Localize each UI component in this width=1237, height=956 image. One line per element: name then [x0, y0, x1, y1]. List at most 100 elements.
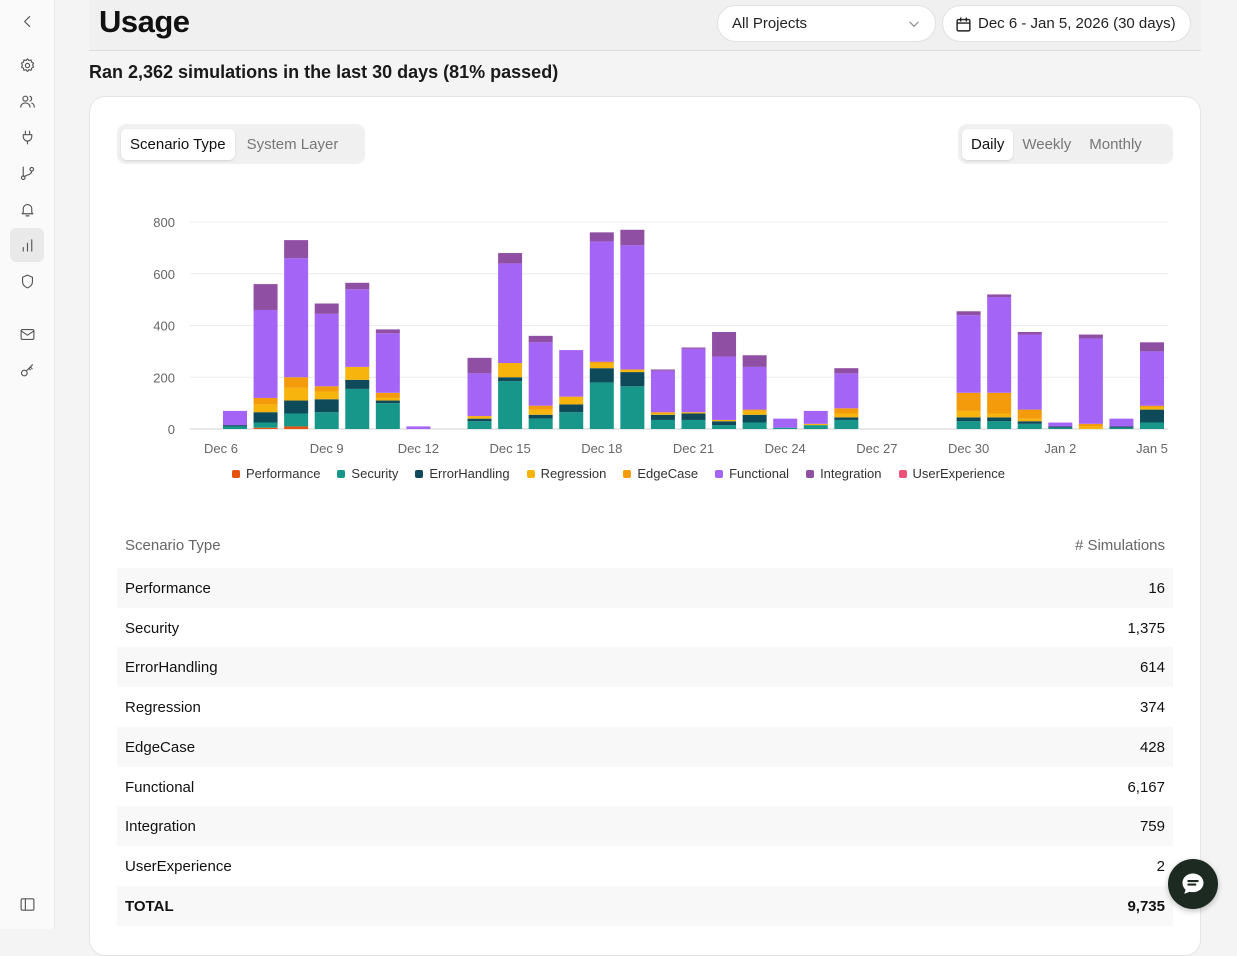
legend-item[interactable]: Regression: [526, 466, 606, 481]
bar-segment-functional[interactable]: [406, 426, 431, 429]
bar-segment-integration[interactable]: [712, 331, 737, 357]
bar-segment-edgecase[interactable]: [314, 386, 339, 392]
sidebar-item-notifications[interactable]: [10, 192, 44, 226]
bar-segment-security[interactable]: [773, 427, 798, 429]
bar-segment-edgecase[interactable]: [834, 408, 859, 414]
bar-segment-security[interactable]: [650, 419, 675, 429]
bar-segment-security[interactable]: [467, 421, 492, 429]
bar-segment-functional[interactable]: [253, 309, 278, 398]
sidebar-item-usage[interactable]: [10, 228, 44, 262]
bar-segment-functional[interactable]: [467, 373, 492, 417]
collapse-button[interactable]: [10, 4, 44, 38]
bar-segment-security[interactable]: [314, 412, 339, 429]
legend-item[interactable]: ErrorHandling: [415, 466, 510, 481]
sidebar-item-security[interactable]: [10, 264, 44, 298]
bar-segment-errorhandling[interactable]: [834, 417, 859, 420]
legend-item[interactable]: EdgeCase: [623, 466, 698, 481]
legend-item[interactable]: Performance: [232, 466, 320, 481]
bar-segment-regression[interactable]: [467, 416, 492, 419]
bar-segment-security[interactable]: [589, 382, 614, 429]
bar-segment-functional[interactable]: [620, 245, 645, 370]
bar-segment-integration[interactable]: [681, 347, 706, 349]
bar-segment-errorhandling[interactable]: [589, 368, 614, 383]
bar-segment-functional[interactable]: [1140, 351, 1164, 406]
bar-segment-functional[interactable]: [345, 289, 370, 367]
bar-segment-regression[interactable]: [712, 419, 737, 422]
bar-segment-integration[interactable]: [253, 284, 278, 310]
bar-segment-security[interactable]: [375, 403, 400, 429]
bar-segment-integration[interactable]: [620, 229, 645, 246]
bar-segment-functional[interactable]: [650, 370, 675, 413]
sidebar-toggle-button[interactable]: [10, 887, 44, 921]
tab-weekly[interactable]: Weekly: [1022, 135, 1072, 153]
bar-segment-security[interactable]: [1109, 427, 1134, 429]
bar-segment-errorhandling[interactable]: [1017, 421, 1042, 424]
bar-segment-errorhandling[interactable]: [253, 412, 278, 423]
bar-segment-functional[interactable]: [1048, 422, 1073, 427]
chat-button[interactable]: [1168, 859, 1218, 909]
bar-segment-functional[interactable]: [987, 297, 1012, 393]
bar-segment-integration[interactable]: [1140, 342, 1164, 352]
bar-segment-regression[interactable]: [284, 387, 309, 401]
bar-segment-functional[interactable]: [528, 342, 553, 406]
bar-segment-functional[interactable]: [498, 263, 523, 364]
bar-segment-integration[interactable]: [498, 253, 523, 264]
tab-monthly[interactable]: Monthly: [1089, 135, 1142, 153]
tab-daily[interactable]: Daily: [962, 128, 1014, 160]
bar-segment-edgecase[interactable]: [1017, 409, 1042, 419]
sidebar-item-branches[interactable]: [10, 156, 44, 190]
bar-segment-regression[interactable]: [620, 369, 645, 373]
bar-segment-security[interactable]: [987, 421, 1012, 429]
bar-segment-security[interactable]: [712, 425, 737, 429]
bar-segment-regression[interactable]: [589, 363, 614, 369]
bar-segment-edgecase[interactable]: [956, 392, 981, 411]
bar-segment-integration[interactable]: [375, 329, 400, 334]
bar-segment-functional[interactable]: [589, 241, 614, 362]
bar-segment-regression[interactable]: [375, 397, 400, 401]
bar-segment-errorhandling[interactable]: [375, 400, 400, 404]
bar-segment-integration[interactable]: [467, 357, 492, 374]
sidebar-item-keys[interactable]: [10, 353, 44, 387]
sidebar-item-integrations[interactable]: [10, 120, 44, 154]
bar-segment-security[interactable]: [253, 422, 278, 428]
bar-segment-errorhandling[interactable]: [650, 414, 675, 420]
bar-segment-functional[interactable]: [956, 315, 981, 393]
bar-segment-integration[interactable]: [284, 240, 309, 259]
bar-segment-regression[interactable]: [1078, 426, 1103, 429]
tab-scenario-type[interactable]: Scenario Type: [121, 128, 235, 160]
bar-segment-regression[interactable]: [681, 412, 706, 414]
legend-item[interactable]: Integration: [806, 466, 882, 481]
bar-segment-errorhandling[interactable]: [345, 379, 370, 389]
bar-segment-errorhandling[interactable]: [1109, 426, 1134, 428]
legend-item[interactable]: UserExperience: [898, 466, 1005, 481]
bar-segment-regression[interactable]: [253, 404, 278, 413]
bar-segment-regression[interactable]: [345, 366, 370, 380]
bar-segment-errorhandling[interactable]: [681, 413, 706, 420]
bar-segment-errorhandling[interactable]: [620, 372, 645, 387]
bar-segment-regression[interactable]: [742, 410, 767, 415]
bar-segment-security[interactable]: [528, 418, 553, 429]
bar-segment-regression[interactable]: [956, 410, 981, 418]
bar-segment-functional[interactable]: [773, 418, 798, 428]
bar-segment-security[interactable]: [284, 413, 309, 427]
sidebar-item-mail[interactable]: [10, 317, 44, 351]
bar-segment-edgecase[interactable]: [253, 397, 278, 405]
bar-segment-security[interactable]: [1017, 423, 1042, 429]
bar-segment-security[interactable]: [498, 381, 523, 429]
bar-segment-regression[interactable]: [1017, 418, 1042, 422]
bar-segment-errorhandling[interactable]: [498, 377, 523, 382]
bar-segment-errorhandling[interactable]: [1140, 409, 1164, 423]
bar-segment-functional[interactable]: [284, 258, 309, 378]
bar-segment-functional[interactable]: [712, 356, 737, 420]
bar-segment-regression[interactable]: [559, 396, 584, 405]
sidebar-item-settings[interactable]: [10, 48, 44, 82]
bar-segment-security[interactable]: [1048, 427, 1073, 429]
bar-segment-errorhandling[interactable]: [712, 421, 737, 426]
bar-segment-errorhandling[interactable]: [467, 418, 492, 422]
bar-segment-functional[interactable]: [681, 348, 706, 413]
bar-segment-performance[interactable]: [253, 427, 278, 429]
bar-segment-integration[interactable]: [1078, 334, 1103, 339]
bar-segment-security[interactable]: [1140, 422, 1164, 429]
bar-segment-regression[interactable]: [314, 391, 339, 400]
tab-system-layer[interactable]: System Layer: [246, 135, 339, 153]
